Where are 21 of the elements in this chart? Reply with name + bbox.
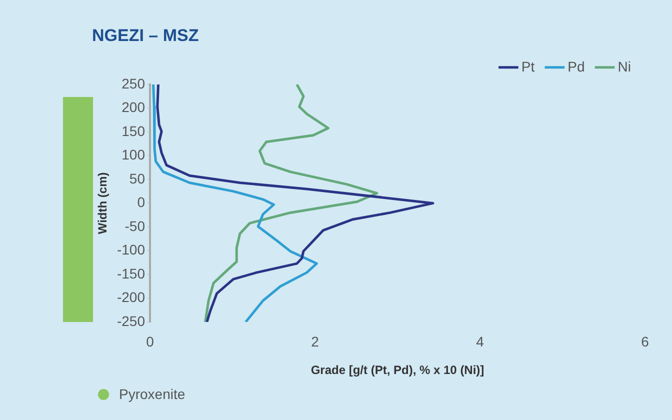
y-tick-label: 250 (122, 75, 146, 92)
x-tick-label: 2 (311, 333, 320, 350)
legend-label: Pd (568, 58, 585, 74)
y-tick-label: -250 (116, 312, 146, 329)
y-tick-label: 200 (122, 99, 146, 116)
y-axis-title: Width (cm) (96, 172, 110, 234)
y-tick-label: -50 (124, 218, 146, 234)
legend-label: Pt (521, 58, 535, 74)
y-tick-label: -150 (116, 265, 146, 282)
x-tick-label: 6 (641, 333, 650, 350)
x-tick-label: 4 (476, 333, 484, 350)
y-tick-label: 100 (122, 146, 146, 163)
y-tick-label: 150 (122, 122, 146, 139)
y-tick-label: 0 (137, 194, 146, 210)
legend-label: Ni (618, 58, 632, 74)
chart-title: NGEZI – MSZ (92, 26, 199, 45)
text: Pyroxenite (119, 386, 186, 402)
y-tick-label: 50 (129, 170, 146, 186)
y-tick-label: -200 (116, 289, 146, 306)
y-tick-label: -100 (116, 242, 146, 258)
x-axis-title: Grade [g/t (Pt, Pd), % x 10 (Ni)] (310, 363, 484, 378)
